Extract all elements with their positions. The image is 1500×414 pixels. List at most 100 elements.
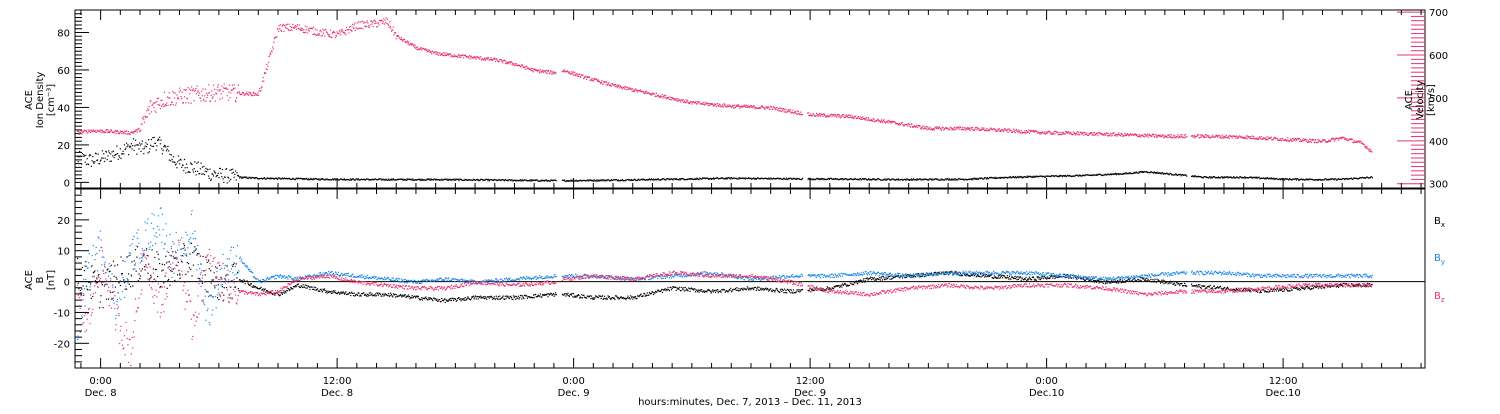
velocity-point [1066, 132, 1067, 133]
velocity-point [839, 115, 840, 116]
velocity-point [823, 116, 824, 117]
velocity-point [1223, 138, 1224, 139]
bx-point [315, 287, 316, 288]
density-point [1210, 176, 1211, 177]
velocity-point [214, 94, 215, 95]
bx-point [184, 245, 185, 246]
bx-point [495, 299, 496, 300]
bx-point [629, 298, 630, 299]
velocity-point [1287, 140, 1288, 141]
density-point [430, 180, 431, 181]
bx-point [218, 299, 219, 300]
velocity-point [142, 118, 143, 119]
velocity-point [376, 23, 377, 24]
velocity-point [632, 91, 633, 92]
velocity-point [280, 24, 281, 25]
density-point [860, 178, 861, 179]
bx-point [498, 296, 499, 297]
bx-point [391, 294, 392, 295]
bx-point [201, 281, 202, 282]
density-point [458, 180, 459, 181]
bx-point [352, 293, 353, 294]
bx-point [408, 294, 409, 295]
bx-point [92, 296, 93, 297]
density-point [132, 145, 133, 146]
velocity-point [924, 128, 925, 129]
bx-point [476, 298, 477, 299]
bx-point [395, 296, 396, 297]
bx-point [199, 278, 200, 279]
velocity-point [1120, 135, 1121, 136]
velocity-point [844, 117, 845, 118]
bx-point [540, 293, 541, 294]
bx-point [594, 297, 595, 298]
velocity-point [253, 92, 254, 93]
density-point [77, 156, 78, 157]
velocity-point [1235, 136, 1236, 137]
velocity-point [329, 36, 330, 37]
density-point [130, 146, 131, 147]
density-point [163, 146, 164, 147]
velocity-point [321, 35, 322, 36]
velocity-point [420, 47, 421, 48]
velocity-point [820, 115, 821, 116]
velocity-point [149, 113, 150, 114]
bx-point [502, 297, 503, 298]
velocity-point [278, 31, 279, 32]
density-point [1279, 178, 1280, 179]
velocity-point [688, 102, 689, 103]
velocity-point [591, 78, 592, 79]
bx-point [156, 269, 157, 270]
bx-point [415, 297, 416, 298]
bx-point [153, 268, 154, 269]
density-point [160, 143, 161, 144]
velocity-point [519, 65, 520, 66]
velocity-point [114, 131, 115, 132]
velocity-point [585, 76, 586, 77]
bx-point [235, 286, 236, 287]
density-point [697, 178, 698, 179]
bx-point [229, 297, 230, 298]
bx-point [94, 271, 95, 272]
bx-point [124, 282, 125, 283]
bx-point [80, 290, 81, 291]
velocity-point [705, 102, 706, 103]
velocity-point [325, 29, 326, 30]
density-point [151, 146, 152, 147]
velocity-point [1196, 136, 1197, 137]
bx-point [309, 287, 310, 288]
velocity-point [610, 84, 611, 85]
velocity-point [189, 93, 190, 94]
density-point [947, 178, 948, 179]
velocity-point [361, 27, 362, 28]
velocity-point [399, 37, 400, 38]
velocity-point [203, 99, 204, 100]
density-point [106, 152, 107, 153]
density-point [124, 144, 125, 145]
bx-point [130, 286, 131, 287]
velocity-point [1000, 131, 1001, 132]
bx-point [338, 292, 339, 293]
bx-point [81, 288, 82, 289]
density-point [572, 180, 573, 181]
velocity-point [1265, 138, 1266, 139]
velocity-point [1253, 136, 1254, 137]
bx-point [513, 295, 514, 296]
velocity-point [230, 97, 231, 98]
velocity-point [303, 32, 304, 33]
bx-point [645, 296, 646, 297]
velocity-point [158, 98, 159, 99]
density-point [972, 179, 973, 180]
velocity-point [956, 129, 957, 130]
velocity-point [283, 31, 284, 32]
density-point [204, 174, 205, 175]
velocity-point [288, 29, 289, 30]
bx-point [420, 299, 421, 300]
velocity-point [578, 76, 579, 77]
velocity-point [92, 131, 93, 132]
velocity-point [615, 84, 616, 85]
density-point [1251, 176, 1252, 177]
density-point [107, 159, 108, 160]
density-point [183, 170, 184, 171]
velocity-point [172, 102, 173, 103]
